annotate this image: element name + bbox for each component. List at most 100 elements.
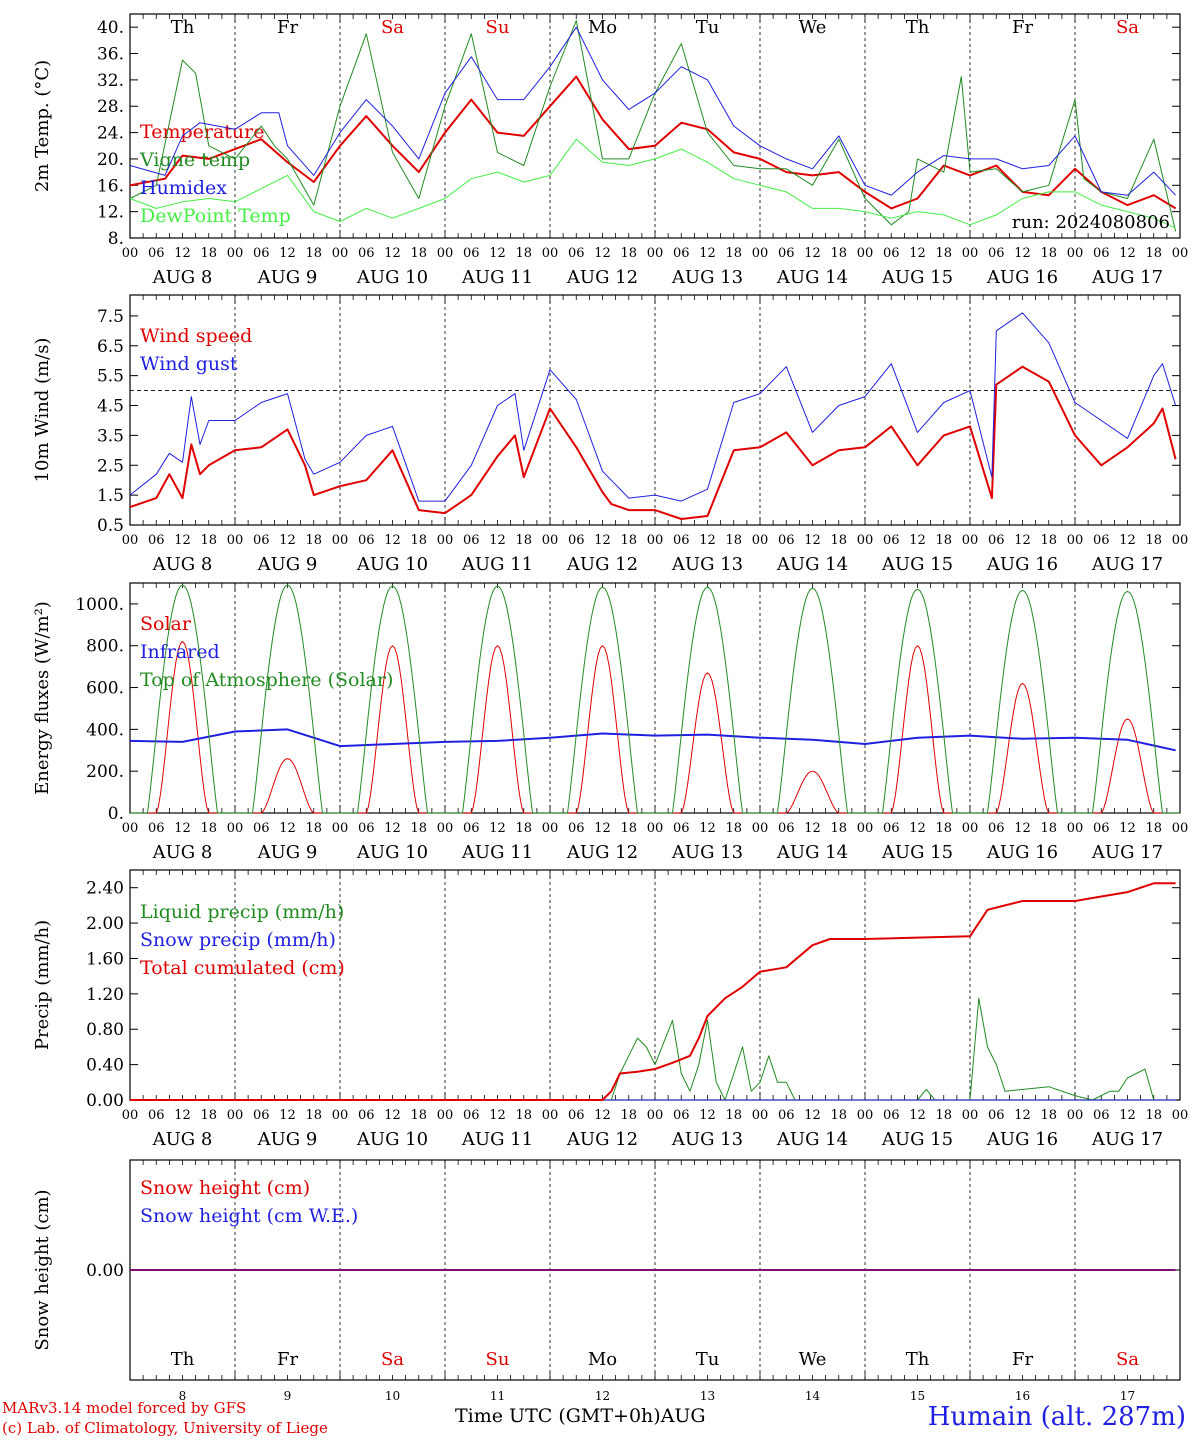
x-hour-label: 00	[752, 533, 769, 548]
x-hour-label: 06	[148, 533, 165, 548]
series-line-1-2	[129, 20, 1177, 232]
y-tick-label: 400.	[86, 720, 124, 740]
x-hour-label: 00	[227, 821, 244, 836]
x-hour-label: 06	[673, 821, 690, 836]
x-hour-label: 06	[253, 246, 270, 261]
credit-model: MARv3.14 model forced by GFS	[2, 1399, 247, 1417]
x-hour-label: 06	[463, 1108, 480, 1123]
x-hour-label: 00	[1067, 1108, 1084, 1123]
x-hour-label: 12	[279, 821, 296, 836]
y-tick-label: 36.	[97, 45, 124, 65]
x-date-label: AUG 16	[986, 554, 1058, 575]
date-number-label: 16	[1015, 1389, 1030, 1403]
x-hour-label: 18	[515, 1108, 532, 1123]
date-number-label: 12	[595, 1389, 610, 1403]
x-hour-label: 18	[1145, 821, 1162, 836]
x-hour-label: 00	[1172, 1108, 1189, 1123]
y-tick-label: 8.	[108, 229, 124, 249]
x-hour-label: 00	[647, 1108, 664, 1123]
x-hour-label: 12	[489, 533, 506, 548]
x-hour-label: 12	[489, 1108, 506, 1123]
x-date-label: AUG 17	[1091, 842, 1163, 863]
x-hour-label: 06	[568, 533, 585, 548]
date-number-label: 10	[385, 1389, 400, 1403]
x-date-label: AUG 16	[986, 1129, 1058, 1150]
x-hour-label: 18	[620, 821, 637, 836]
x-date-label: AUG 11	[461, 267, 533, 288]
x-hour-label: 06	[988, 246, 1005, 261]
y-tick-label: 0.80	[86, 1020, 124, 1040]
x-hour-label: 12	[1119, 533, 1136, 548]
y-axis-label: 10m Wind (m/s)	[32, 338, 53, 483]
x-hour-label: 00	[1067, 821, 1084, 836]
x-hour-label: 00	[437, 1108, 454, 1123]
day-label: Fr	[277, 1349, 298, 1370]
y-tick-label: 28.	[97, 97, 124, 117]
panel-3: 0. 200. 400. 600. 800. 1000. Energy fluxes (W/…	[32, 582, 1189, 863]
x-hour-label: 18	[200, 1108, 217, 1123]
x-hour-label: 06	[463, 821, 480, 836]
x-hour-label: 18	[1040, 533, 1057, 548]
day-label: Fr	[1012, 1349, 1033, 1370]
x-hour-label: 18	[515, 533, 532, 548]
legend-entry: Wind gust	[140, 353, 238, 375]
x-hour-label: 18	[620, 246, 637, 261]
x-date-label: AUG 13	[671, 267, 743, 288]
series-line-1-3	[129, 26, 1176, 196]
x-date-label: AUG 14	[776, 1129, 848, 1150]
y-tick-label: 32.	[97, 71, 124, 91]
x-hour-label: 06	[883, 533, 900, 548]
x-hour-label: 06	[988, 533, 1005, 548]
x-hour-label: 18	[830, 821, 847, 836]
day-label: Tu	[696, 17, 720, 38]
x-hour-label: 18	[1040, 246, 1057, 261]
x-hour-label: 18	[1145, 246, 1162, 261]
x-hour-label: 18	[830, 1108, 847, 1123]
x-date-label: AUG 9	[257, 842, 318, 863]
x-hour-label: 00	[332, 1108, 349, 1123]
x-hour-label: 18	[1040, 821, 1057, 836]
x-hour-label: 12	[489, 246, 506, 261]
x-hour-label: 18	[515, 821, 532, 836]
x-date-label: AUG 15	[881, 267, 953, 288]
x-hour-label: 18	[725, 246, 742, 261]
y-tick-label: 800.	[86, 637, 124, 657]
x-hour-label: 06	[358, 246, 375, 261]
x-hour-label: 00	[1172, 821, 1189, 836]
x-hour-label: 18	[305, 1108, 322, 1123]
day-label: Th	[171, 1349, 195, 1370]
x-hour-label: 00	[752, 246, 769, 261]
x-hour-label: 06	[253, 1108, 270, 1123]
day-label: Mo	[588, 17, 617, 38]
x-hour-label: 00	[227, 533, 244, 548]
day-label: Sa	[381, 1349, 404, 1370]
x-hour-label: 06	[568, 821, 585, 836]
x-hour-label: 12	[489, 821, 506, 836]
legend-entry: Temperature	[140, 121, 264, 143]
x-hour-label: 12	[279, 1108, 296, 1123]
x-date-label: AUG 9	[257, 267, 318, 288]
x-hour-label: 12	[699, 246, 716, 261]
x-hour-label: 06	[358, 1108, 375, 1123]
y-tick-label: 1.60	[86, 949, 124, 969]
x-date-label: AUG 8	[152, 842, 213, 863]
y-tick-label: 0.40	[86, 1056, 124, 1076]
x-hour-label: 06	[988, 1108, 1005, 1123]
x-hour-label: 00	[857, 246, 874, 261]
day-label: Mo	[588, 1349, 617, 1370]
y-tick-label: 3.5	[97, 426, 124, 446]
x-hour-label: 06	[1093, 821, 1110, 836]
x-hour-label: 12	[804, 821, 821, 836]
x-hour-label: 12	[1014, 1108, 1031, 1123]
day-label: Sa	[381, 17, 404, 38]
x-hour-label: 06	[463, 246, 480, 261]
y-tick-label: 2.5	[97, 456, 124, 476]
x-hour-label: 12	[1014, 821, 1031, 836]
x-hour-label: 18	[1040, 1108, 1057, 1123]
y-tick-label: 6.5	[97, 337, 124, 357]
x-hour-label: 12	[909, 533, 926, 548]
x-hour-label: 12	[594, 246, 611, 261]
x-hour-label: 00	[962, 246, 979, 261]
y-tick-label: 1.20	[86, 985, 124, 1005]
credit-lab: (c) Lab. of Climatology, University of L…	[2, 1419, 328, 1437]
